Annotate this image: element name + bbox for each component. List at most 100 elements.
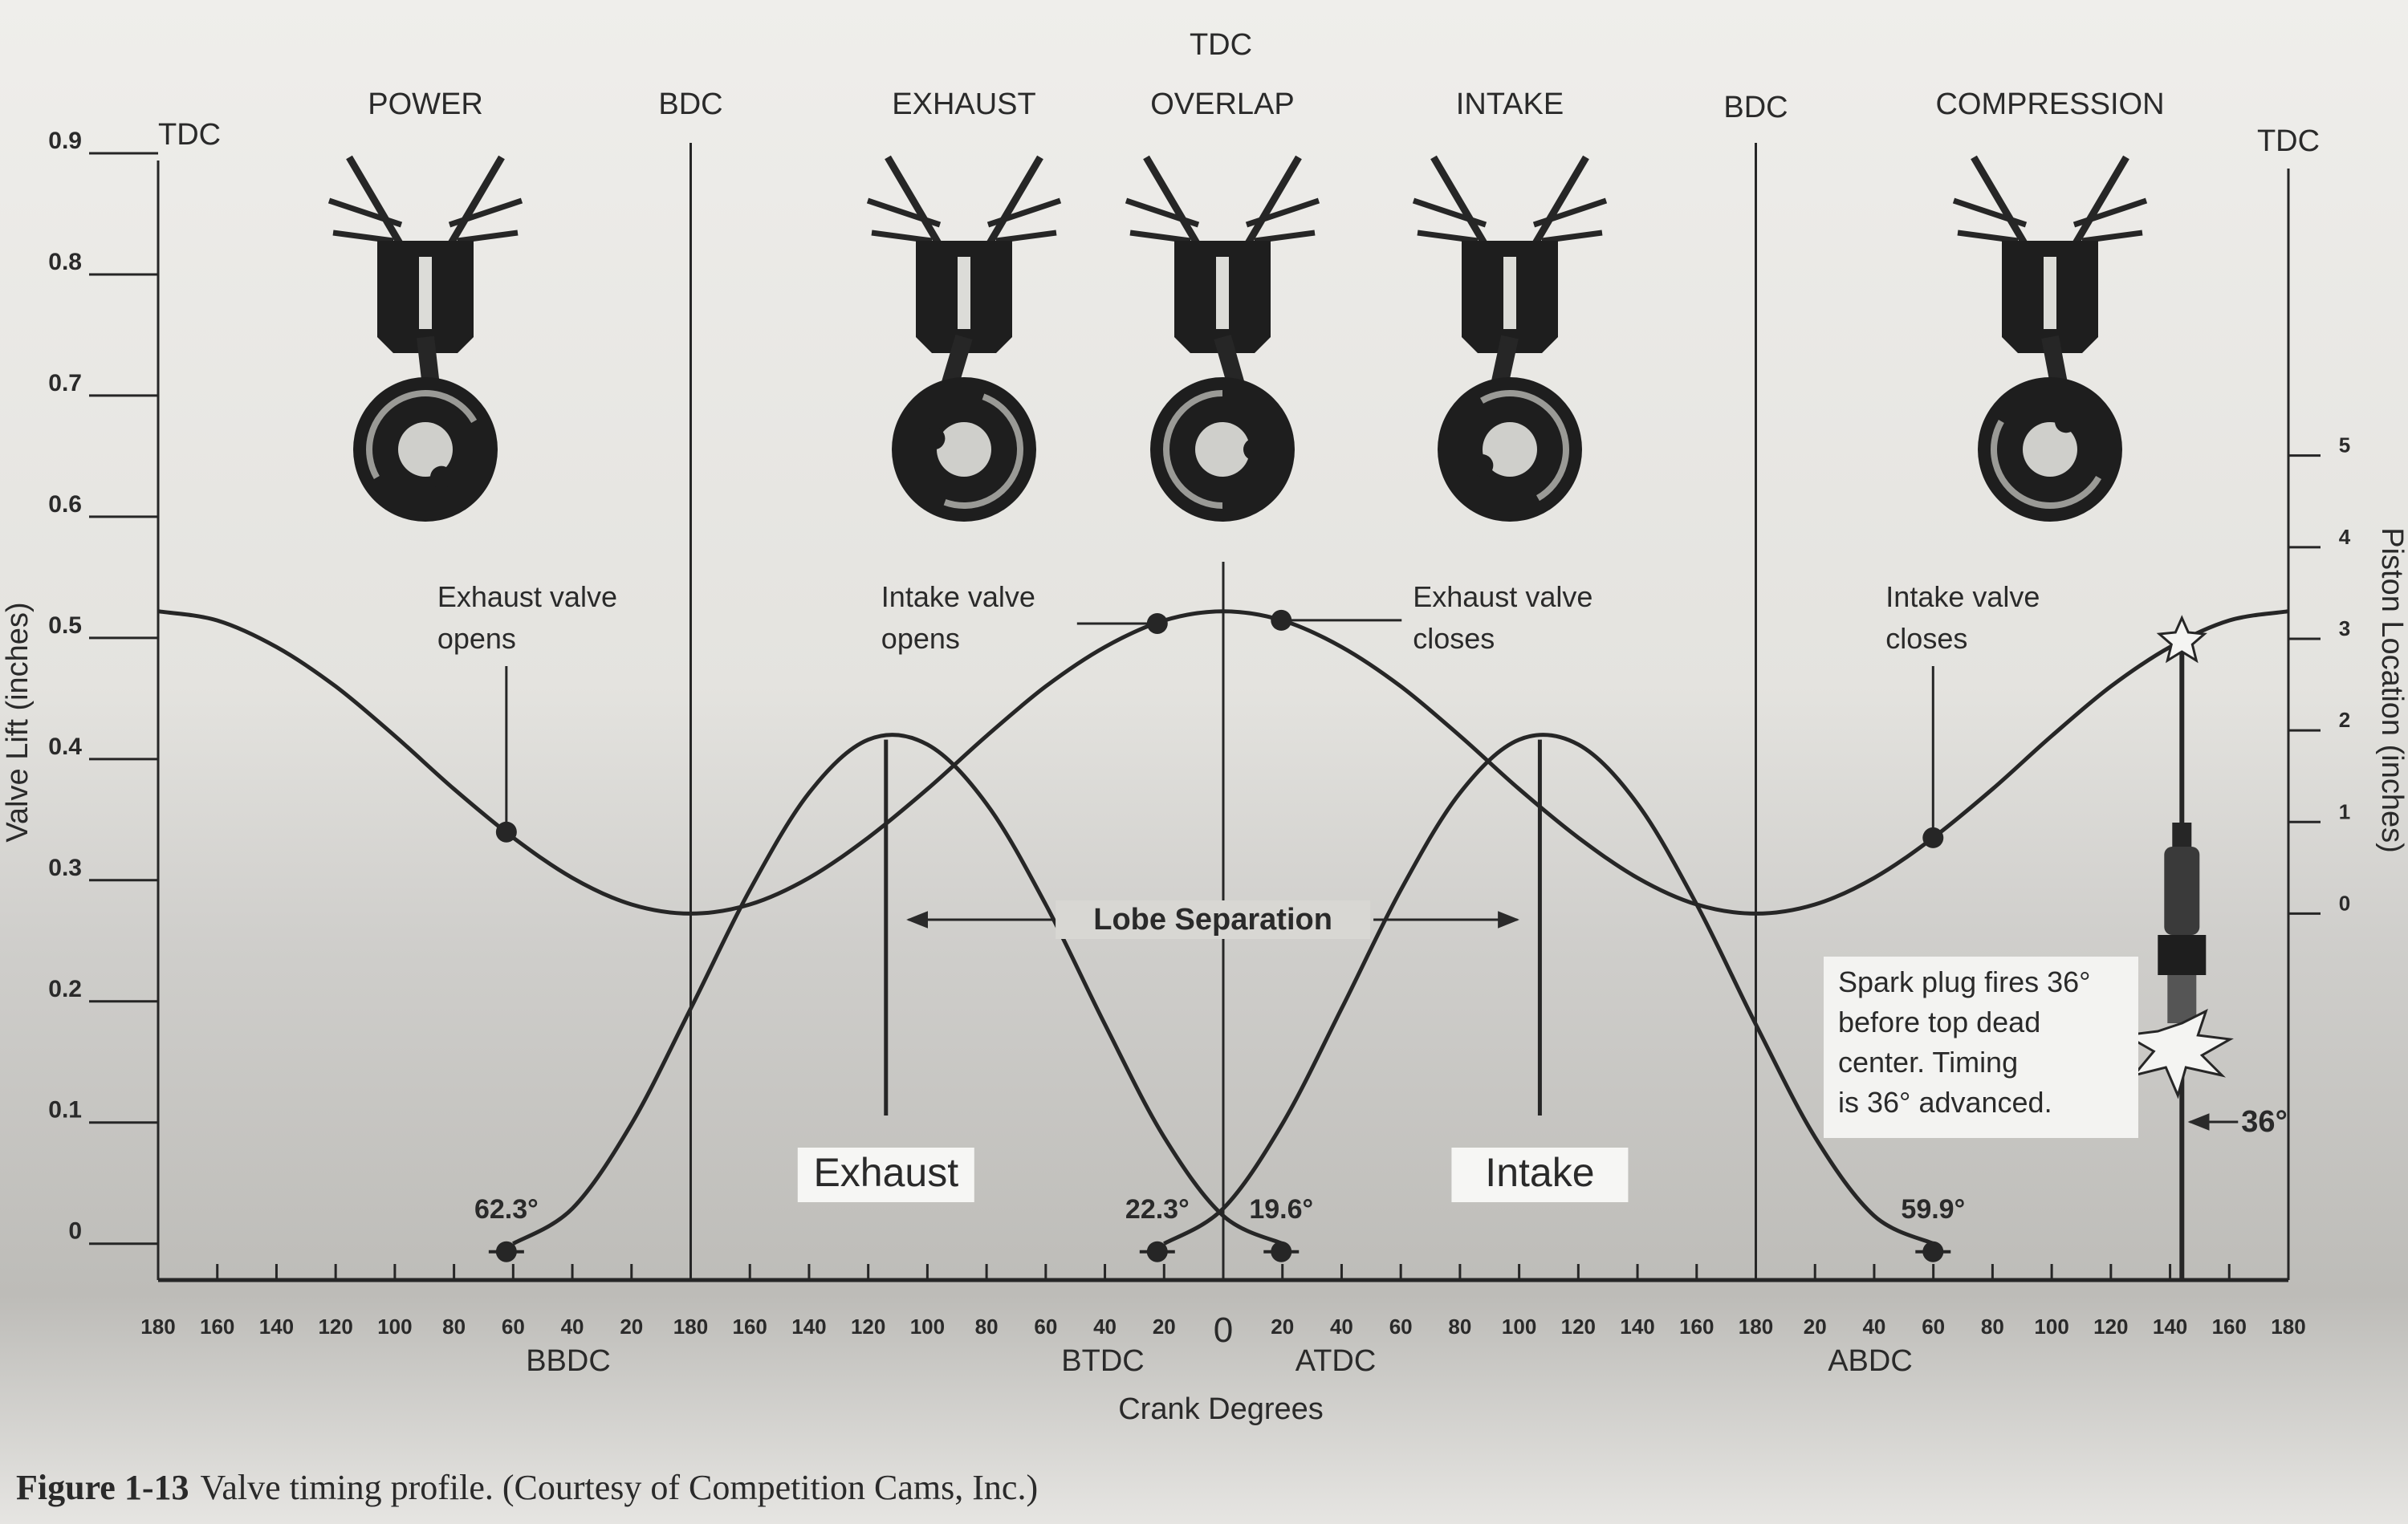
x-tick-label: 60 (502, 1315, 525, 1339)
event-note: Exhaust valve (437, 580, 617, 613)
valve-spring (2081, 230, 2143, 244)
series-line (512, 733, 1283, 1246)
x-tick-label: 40 (1862, 1315, 1885, 1339)
engine-illustration (1952, 155, 2148, 522)
dead-center-label: TDC (158, 118, 221, 152)
valve-stem (346, 155, 411, 259)
crank-counterweight (943, 393, 1023, 509)
cylinder-bore (1503, 257, 1516, 329)
y-tick-label: 0.6 (48, 491, 82, 518)
x-tick-label: 180 (1739, 1315, 1773, 1339)
valve-spring (327, 197, 403, 228)
x-tick-label: 160 (200, 1315, 234, 1339)
x-tick-label: 120 (2093, 1315, 2128, 1339)
x-tick-label: 80 (975, 1315, 999, 1339)
valve-spring (1254, 230, 1316, 244)
valve-spring (448, 197, 523, 228)
y-tick-label: 0.3 (48, 855, 82, 881)
x-tick-label: 100 (2034, 1315, 2068, 1339)
y-tick-label: 0.5 (48, 612, 82, 639)
y-tick-label: 0.9 (48, 128, 82, 154)
event-note: Exhaust valve (1413, 580, 1592, 613)
y2-axis-title: Piston Location (inches) (2375, 527, 2408, 853)
cylinder-bore (2044, 257, 2056, 329)
x-tick-label: 80 (1448, 1315, 1471, 1339)
x-tick-label: 100 (910, 1315, 945, 1339)
valve-stem (1237, 155, 1302, 259)
caption-number: Figure 1-13 (16, 1468, 189, 1507)
lobe-name: Exhaust (813, 1150, 958, 1195)
x-tick-label: 140 (2153, 1315, 2187, 1339)
valve-spring (332, 230, 394, 244)
crank-hub (398, 422, 453, 477)
cylinder-bore (958, 257, 970, 329)
valve-spring (986, 197, 1062, 228)
spark-plug-hex (2158, 935, 2207, 975)
valve-stem (978, 155, 1043, 259)
event-angle-label: 62.3° (474, 1194, 539, 1225)
event-angle-label: 19.6° (1249, 1194, 1313, 1225)
x-tick-label: 40 (1330, 1315, 1353, 1339)
valve-spring (995, 230, 1057, 244)
valve-spring (1412, 197, 1487, 228)
valve-stem (885, 155, 950, 259)
valve-spring (1129, 230, 1191, 244)
dead-center-label: BDC (658, 87, 722, 121)
stroke-label: EXHAUST (892, 87, 1035, 121)
valve-spring (866, 197, 942, 228)
lobe-name-bg (797, 1148, 974, 1202)
y2-tick-label: 1 (2339, 799, 2350, 823)
series-line (1163, 733, 1934, 1246)
x-tick-label: 120 (1561, 1315, 1596, 1339)
y-tick-label: 0.7 (48, 370, 82, 396)
crank-pin (1470, 454, 1494, 477)
x-sublabel: ATDC (1296, 1344, 1377, 1378)
x-tick-label: 60 (1034, 1315, 1057, 1339)
crank-counterweight (1163, 390, 1223, 509)
y-tick-label: 0 (68, 1218, 82, 1245)
valve-spring (871, 230, 933, 244)
crank-pin (922, 427, 946, 450)
stroke-label: INTAKE (1456, 87, 1564, 121)
x-tick-label: 80 (1981, 1315, 2004, 1339)
spark-plug (2158, 823, 2207, 1023)
x-tick-label: 100 (1502, 1315, 1536, 1339)
crank-pin (430, 465, 453, 489)
x-tick-label: 120 (851, 1315, 885, 1339)
spark-note-bg (1824, 957, 2138, 1138)
valve-spring (1245, 197, 1320, 228)
event-note: opens (881, 622, 960, 655)
x-tick-label: 100 (377, 1315, 412, 1339)
event-angle-label: 59.9° (1901, 1194, 1965, 1225)
valve-spring (1532, 197, 1608, 228)
y-tick-label: 0.2 (48, 976, 82, 1002)
crank-pin (1243, 438, 1266, 461)
x-axis-title: Crank Degrees (1118, 1392, 1324, 1426)
dead-center-label: BDC (1723, 91, 1788, 124)
spark-angle-label: 36° (2241, 1105, 2287, 1139)
x-tick-label: 180 (673, 1315, 708, 1339)
y2-tick-label: 2 (2339, 708, 2350, 732)
y-tick-label: 0.4 (48, 734, 82, 760)
spark-plug-terminal (2172, 823, 2192, 847)
valve-stem (1430, 155, 1495, 259)
spark-plug-insulator (2164, 847, 2200, 935)
spark-star (2156, 615, 2207, 664)
event-dot-piston (1146, 612, 1168, 634)
lobe-name-box: Intake (1451, 1148, 1629, 1202)
valve-spring (1952, 197, 2028, 228)
y-axis-title: Valve Lift (inches) (1, 602, 35, 842)
x-tick-label: 140 (259, 1315, 294, 1339)
y2-tick-label: 3 (2339, 616, 2350, 640)
valve-spring (1125, 197, 1200, 228)
stroke-label: POWER (368, 87, 483, 121)
spark-note: is 36° advanced. (1838, 1086, 2052, 1119)
x-tick-label: 80 (442, 1315, 466, 1339)
valve-spring (2072, 197, 2148, 228)
lobe-label: Lobe Separation (1093, 903, 1332, 937)
x-tick-label: 60 (1389, 1315, 1413, 1339)
valve-stem (440, 155, 505, 259)
valve-stem (1524, 155, 1589, 259)
